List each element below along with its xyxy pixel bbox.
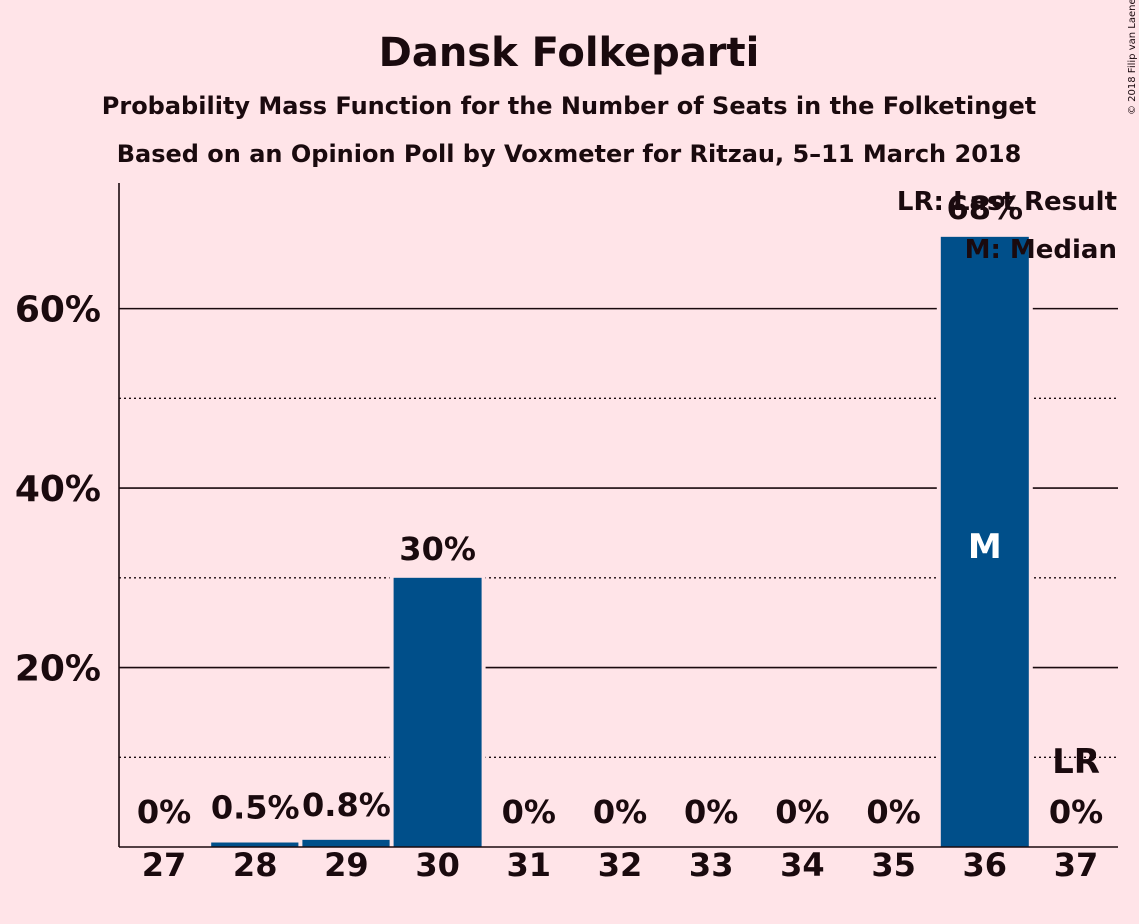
data-labels: 0% 0.5% 0.8% 30% 0% 0% 0% 0% 0% 68% M 0% LR [137, 189, 1103, 831]
data-label-36: 68% [947, 189, 1024, 227]
chart-subtitle: Probability Mass Function for the Number… [102, 92, 1036, 120]
x-tick-label: 32 [598, 846, 643, 884]
data-label-29: 0.8% [302, 786, 391, 824]
chart-title: Dansk Folkeparti [379, 30, 760, 76]
data-label-34: 0% [775, 793, 829, 831]
chart-subtitle-2: Based on an Opinion Poll by Voxmeter for… [117, 140, 1022, 168]
data-label-32: 0% [593, 793, 647, 831]
last-result-marker: LR [1052, 742, 1100, 782]
axes: 20% 40% 60% 27 28 29 30 31 32 33 34 35 36 37 [15, 183, 1118, 884]
data-label-35: 0% [866, 793, 920, 831]
x-tick-label: 31 [507, 846, 552, 884]
chart-credit: © 2018 Filip van Laenen [1127, 0, 1138, 115]
data-label-37: 0% [1049, 793, 1103, 831]
bar-28 [211, 842, 300, 847]
bars [207, 232, 1033, 848]
legend-median: M: Median [965, 235, 1117, 265]
data-label-30: 30% [399, 530, 476, 568]
x-tick-label: 30 [415, 846, 460, 884]
x-tick-label: 29 [324, 846, 369, 884]
data-label-33: 0% [684, 793, 738, 831]
x-tick-label: 34 [780, 846, 825, 884]
x-tick-label: 37 [1054, 846, 1099, 884]
y-tick-label: 60% [15, 290, 101, 331]
bar-30 [393, 577, 482, 847]
x-tick-label: 28 [233, 846, 278, 884]
x-tick-label: 27 [142, 846, 187, 884]
x-tick-label: 36 [963, 846, 1008, 884]
data-label-27: 0% [137, 793, 191, 831]
y-tick-label: 20% [15, 649, 101, 690]
y-tick-label: 40% [15, 469, 101, 510]
bar-29 [302, 839, 391, 847]
legend-last-result: LR: Last Result [897, 187, 1117, 217]
data-label-28: 0.5% [211, 789, 300, 827]
bar-36 [940, 236, 1029, 848]
median-marker: M [968, 527, 1002, 567]
x-tick-label: 35 [871, 846, 916, 884]
data-label-31: 0% [502, 793, 556, 831]
x-tick-label: 33 [689, 846, 734, 884]
